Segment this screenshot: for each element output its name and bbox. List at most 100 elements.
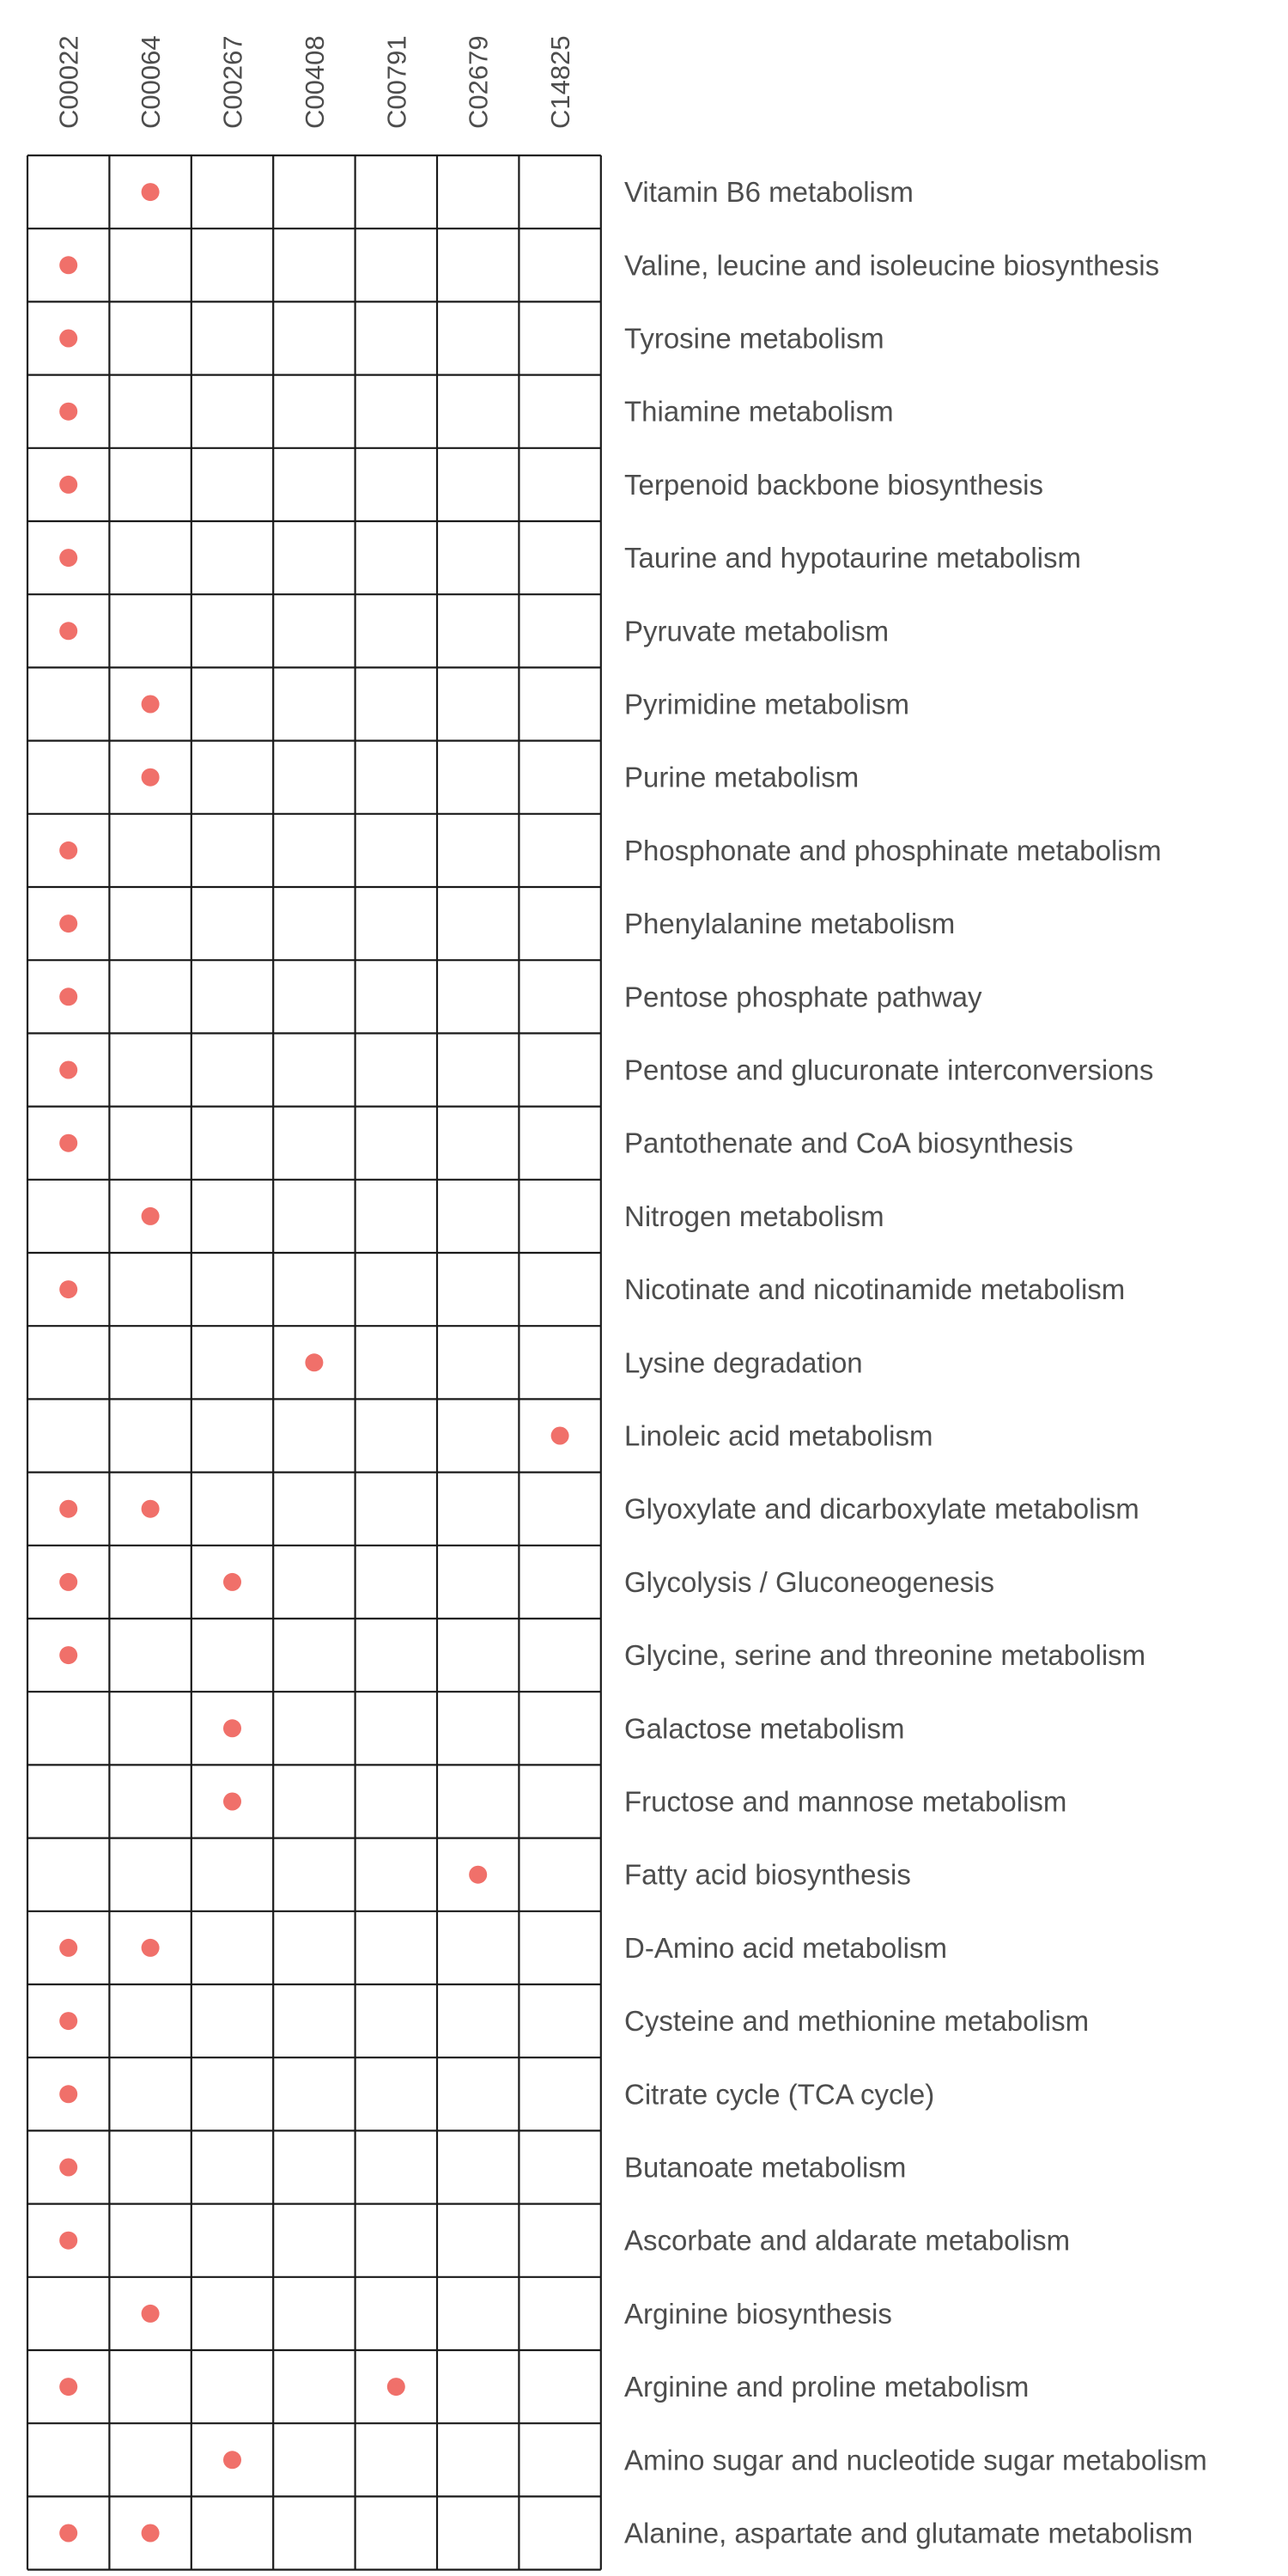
matrix-cell: [273, 374, 355, 448]
data-point-dot: [141, 768, 160, 787]
matrix-cell: [437, 1106, 519, 1180]
matrix-cell: [109, 1619, 191, 1692]
data-point-dot: [386, 2378, 405, 2397]
matrix-cell: [191, 887, 274, 961]
matrix-cell: [109, 1033, 191, 1107]
row-label: Pyruvate metabolism: [624, 615, 889, 647]
matrix-cell: [273, 1399, 355, 1473]
matrix-cell: [273, 228, 355, 302]
matrix-cell: [355, 155, 437, 229]
matrix-cells: [27, 155, 601, 2570]
matrix-cell: [191, 1838, 274, 1911]
matrix-cell: [109, 1399, 191, 1473]
matrix-cell: [273, 667, 355, 741]
matrix-cell: [519, 2276, 601, 2350]
matrix-cell: [191, 740, 274, 814]
matrix-cell: [519, 2203, 601, 2277]
matrix-cell: [437, 1765, 519, 1838]
matrix-cell: [109, 1692, 191, 1765]
column-label: C00791: [381, 35, 411, 129]
row-label: Purine metabolism: [624, 762, 859, 793]
matrix-cell: [355, 1106, 437, 1180]
data-point-dot: [59, 475, 78, 494]
matrix-cell: [519, 2350, 601, 2424]
row-label: Ascorbate and aldarate metabolism: [624, 2225, 1070, 2257]
matrix-cell: [519, 447, 601, 521]
matrix-cell: [191, 667, 274, 741]
data-point-dot: [59, 1060, 78, 1079]
matrix-cell: [191, 2276, 274, 2350]
row-label: Phosphonate and phosphinate metabolism: [624, 835, 1162, 866]
row-label: D-Amino acid metabolism: [624, 1932, 947, 1964]
matrix-cell: [191, 1984, 274, 2058]
matrix-cell: [519, 960, 601, 1034]
row-label: Arginine and proline metabolism: [624, 2371, 1029, 2403]
column-label: C00022: [54, 35, 84, 129]
matrix-cell: [519, 1765, 601, 1838]
matrix-cell: [355, 1984, 437, 2058]
matrix-cell: [355, 1545, 437, 1619]
matrix-cell: [355, 2276, 437, 2350]
matrix-cell: [355, 1472, 437, 1546]
matrix-cell: [109, 1545, 191, 1619]
matrix-cell: [191, 1619, 274, 1692]
matrix-cell: [109, 813, 191, 887]
matrix-cell: [191, 228, 274, 302]
matrix-cell: [519, 2423, 601, 2497]
matrix-cell: [519, 301, 601, 375]
data-point-dot: [59, 2524, 78, 2543]
matrix-cell: [519, 1033, 601, 1107]
matrix-cell: [109, 521, 191, 595]
column-label: C00267: [218, 35, 248, 129]
matrix-cell: [109, 1765, 191, 1838]
data-point-dot: [550, 1426, 569, 1445]
matrix-cell: [437, 2203, 519, 2277]
matrix-cell: [27, 1838, 110, 1911]
matrix-cell: [273, 2350, 355, 2424]
matrix-cell: [191, 374, 274, 448]
matrix-dots: [59, 183, 569, 2543]
matrix-cell: [273, 1619, 355, 1692]
matrix-cell: [109, 2423, 191, 2497]
matrix-cell: [519, 1106, 601, 1180]
matrix-cell: [191, 594, 274, 668]
data-point-dot: [141, 1938, 160, 1957]
matrix-cell: [191, 521, 274, 595]
matrix-cell: [437, 1253, 519, 1327]
matrix-cell: [437, 887, 519, 961]
data-point-dot: [59, 1938, 78, 1957]
matrix-cell: [191, 2130, 274, 2204]
matrix-cell: [191, 1106, 274, 1180]
row-label: Cysteine and methionine metabolism: [624, 2005, 1089, 2037]
row-label: Amino sugar and nucleotide sugar metabol…: [624, 2444, 1207, 2476]
data-point-dot: [141, 695, 160, 714]
matrix-cell: [109, 374, 191, 448]
matrix-cell: [27, 1399, 110, 1473]
data-point-dot: [59, 1646, 78, 1665]
matrix-cell: [519, 594, 601, 668]
data-point-dot: [59, 841, 78, 860]
row-label: Glyoxylate and dicarboxylate metabolism: [624, 1493, 1139, 1525]
matrix-cell: [437, 1179, 519, 1253]
matrix-cell: [109, 960, 191, 1034]
matrix-cell: [109, 887, 191, 961]
matrix-cell: [109, 594, 191, 668]
row-label: Galactose metabolism: [624, 1712, 904, 1744]
matrix-cell: [273, 887, 355, 961]
matrix-cell: [191, 813, 274, 887]
column-label: C14825: [545, 35, 575, 129]
matrix-cell: [437, 2423, 519, 2497]
matrix-cell: [437, 813, 519, 887]
matrix-cell: [355, 2130, 437, 2204]
matrix-cell: [27, 1692, 110, 1765]
matrix-cell: [191, 2496, 274, 2570]
matrix-cell: [273, 2130, 355, 2204]
matrix-cell: [273, 1911, 355, 1984]
matrix-cell: [27, 667, 110, 741]
matrix-cell: [355, 813, 437, 887]
matrix-cell: [273, 960, 355, 1034]
data-point-dot: [59, 622, 78, 641]
matrix-cell: [109, 447, 191, 521]
matrix-cell: [355, 1619, 437, 1692]
matrix-cell: [355, 374, 437, 448]
